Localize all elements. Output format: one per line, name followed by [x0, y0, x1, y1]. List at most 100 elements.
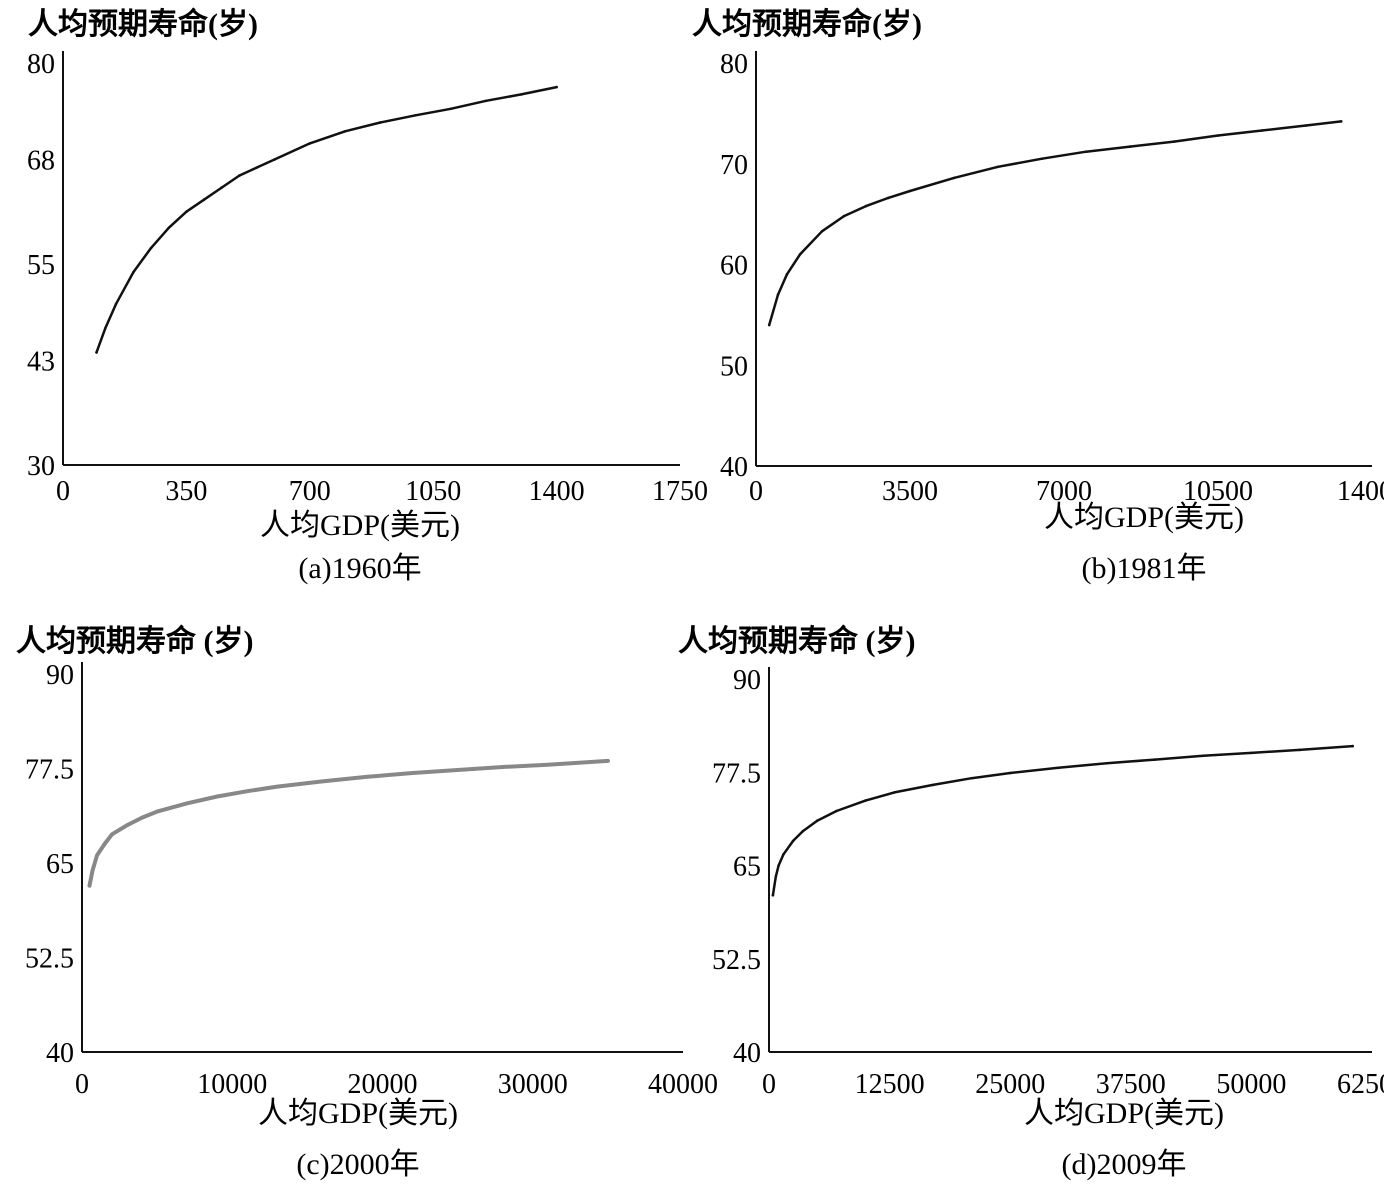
- data-point: [1201, 754, 1205, 758]
- panel-caption: (c)2000年: [296, 1148, 419, 1181]
- data-point: [87, 883, 92, 888]
- data-point: [1105, 762, 1108, 765]
- panel-caption: (b)1981年: [1082, 552, 1207, 585]
- x-axis-title: 人均GDP(美元): [1044, 501, 1244, 534]
- x-axis-title: 人均GDP(美元): [260, 509, 460, 542]
- y-tick-label: 40: [720, 452, 748, 483]
- y-tick-label: 90: [46, 660, 74, 691]
- data-point: [1351, 744, 1354, 748]
- y-axis-title: 人均预期寿命 (岁): [678, 624, 915, 658]
- x-tick-label: 37500: [1096, 1069, 1166, 1100]
- data-point: [414, 114, 417, 117]
- data-point: [215, 794, 219, 799]
- data-point: [782, 853, 785, 856]
- data-point: [275, 784, 280, 789]
- x-tick-label: 7000: [1036, 476, 1092, 507]
- data-point: [864, 799, 867, 802]
- x-tick-label: 0: [75, 1069, 89, 1100]
- data-point: [520, 93, 523, 96]
- chart-a: 人均预期寿命(岁) 30 43 55 68 80 0 350 700 1050 1400 1750 人均…: [27, 7, 708, 585]
- x-axis-title: 人均GDP(美元): [1024, 1097, 1224, 1130]
- y-tick-label: 65: [46, 849, 74, 880]
- data-point: [785, 273, 789, 276]
- y-tick-label: 65: [733, 852, 761, 883]
- data-point: [167, 226, 171, 230]
- data-point: [771, 894, 775, 897]
- data-point: [132, 270, 135, 274]
- data-point: [1084, 150, 1088, 153]
- y-tick-label: 68: [27, 145, 55, 176]
- y-tick-label: 55: [27, 250, 55, 281]
- x-tick-label: 0: [56, 476, 70, 507]
- data-point: [202, 198, 206, 201]
- y-tick-label: 77.5: [25, 755, 74, 786]
- data-point: [95, 351, 98, 354]
- data-point: [1128, 145, 1132, 148]
- data-point: [1172, 140, 1176, 143]
- data-point: [140, 815, 144, 820]
- chart-c: 人均预期寿命 (岁) 40 52.5 65 77.5 90 0 10000 20000 30000…: [16, 624, 718, 1181]
- y-tick-label: 40: [733, 1038, 761, 1069]
- data-point: [1304, 124, 1308, 127]
- data-point: [864, 204, 868, 208]
- data-point: [104, 327, 107, 330]
- chart-panel-d: 人均预期寿命 (岁) 40 52.5 65 77.5 90 0 12500 25000 37500…: [678, 599, 1384, 1198]
- x-tick-label: 40000: [648, 1069, 718, 1100]
- y-axis-title: 人均预期寿命(岁): [692, 7, 922, 41]
- x-tick-label: 12500: [855, 1069, 925, 1100]
- data-point: [125, 823, 129, 827]
- data-point: [410, 771, 415, 775]
- y-tick-label: 52.5: [712, 945, 761, 976]
- data-point: [776, 293, 780, 297]
- data-point: [996, 165, 1000, 169]
- data-point: [185, 210, 188, 213]
- chart-b: 人均预期寿命(岁) 40 50 60 70 80 0 3500 7000 10500 14000 人均…: [692, 7, 1384, 585]
- data-point: [308, 142, 312, 145]
- data-point: [774, 875, 778, 878]
- data-point: [798, 253, 802, 256]
- panel-caption: (a)1960年: [298, 552, 421, 585]
- y-axis-title: 人均预期寿命(岁): [28, 7, 258, 41]
- series-line: [95, 85, 558, 354]
- chart-panel-c: 人均预期寿命 (岁) 40 52.5 65 77.5 90 0 10000 20000 30000…: [0, 599, 718, 1198]
- data-point: [1057, 766, 1060, 770]
- x-axis-title: 人均GDP(美元): [258, 1097, 458, 1130]
- data-point: [155, 809, 159, 814]
- data-point: [110, 832, 114, 837]
- data-point: [365, 775, 370, 779]
- x-tick-label: 20000: [348, 1069, 418, 1100]
- x-tick-label: 1050: [405, 476, 461, 507]
- data-point: [546, 762, 550, 767]
- series-line: [771, 744, 1354, 897]
- data-point: [102, 842, 107, 846]
- x-tick-label: 350: [165, 476, 207, 507]
- x-tick-label: 1750: [652, 476, 708, 507]
- x-tick-label: 3500: [882, 476, 938, 507]
- chart-panel-a: 人均预期寿命(岁) 30 43 55 68 80 0 350 700 1050 1400 1750 人均…: [0, 0, 708, 599]
- data-point: [1040, 157, 1044, 160]
- data-point: [1216, 134, 1220, 137]
- x-tick-label: 1400: [529, 476, 585, 507]
- data-point: [149, 246, 153, 250]
- data-point: [820, 230, 824, 233]
- data-point: [343, 130, 347, 133]
- data-point: [238, 174, 241, 177]
- data-point: [908, 189, 912, 193]
- data-point: [835, 809, 838, 813]
- data-point: [455, 768, 460, 772]
- data-point: [606, 759, 610, 763]
- data-point: [791, 839, 795, 843]
- data-point: [220, 186, 223, 189]
- x-tick-label: 10000: [197, 1069, 267, 1100]
- data-point: [95, 853, 99, 858]
- y-tick-label: 43: [27, 346, 55, 377]
- y-tick-label: 80: [27, 49, 55, 80]
- chart-d: 人均预期寿命 (岁) 40 52.5 65 77.5 90 0 12500 25000 37500…: [678, 624, 1384, 1181]
- data-point: [90, 868, 95, 873]
- data-point: [484, 99, 488, 103]
- x-tick-label: 62500: [1337, 1069, 1384, 1100]
- data-point: [801, 829, 805, 833]
- panel-caption: (d)2009年: [1062, 1148, 1187, 1181]
- data-point: [893, 791, 896, 794]
- x-tick-label: 700: [289, 476, 331, 507]
